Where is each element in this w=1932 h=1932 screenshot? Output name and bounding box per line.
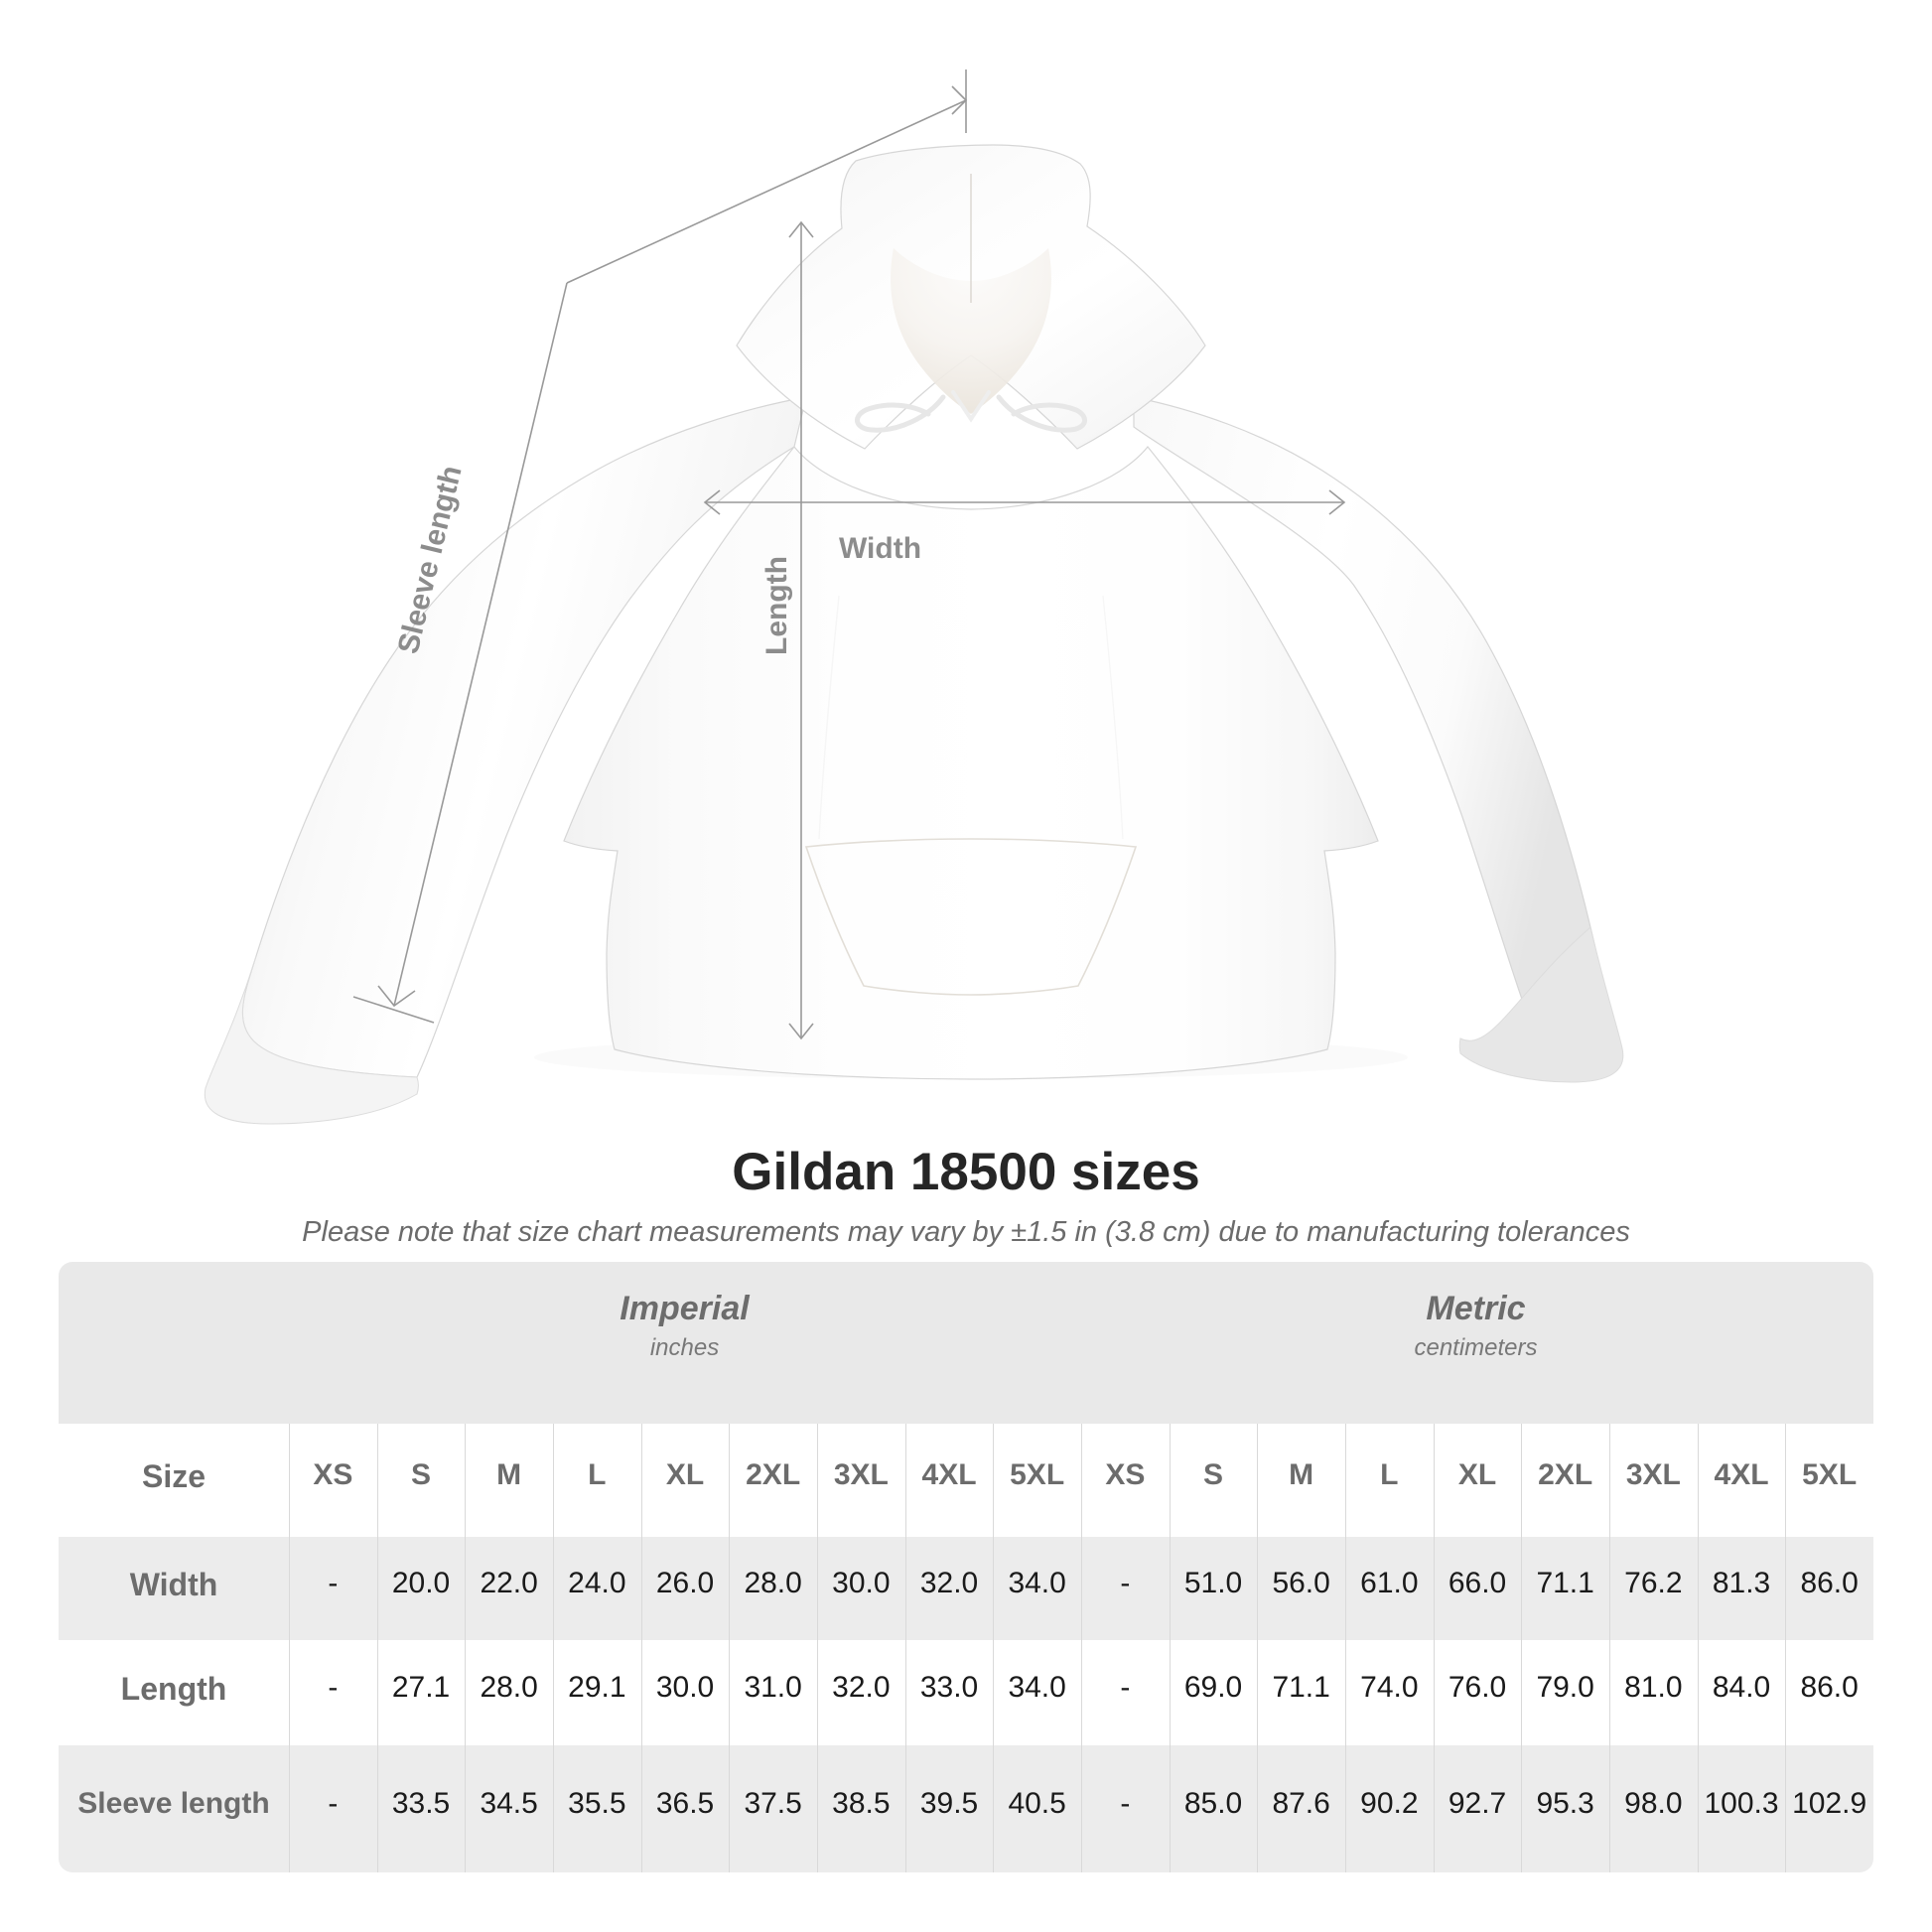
svg-text:Width: Width	[839, 532, 921, 565]
svg-text:Length: Length	[760, 556, 793, 655]
